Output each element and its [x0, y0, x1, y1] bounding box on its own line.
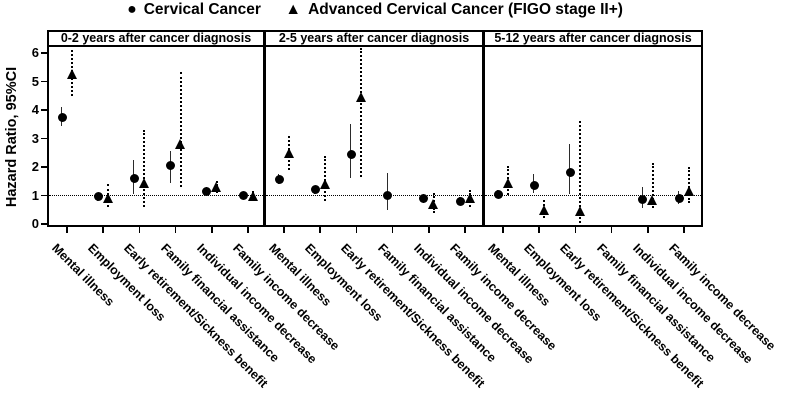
- x-axis-tick-mark: [502, 227, 504, 233]
- y-axis-tick-mark: [41, 52, 47, 54]
- y-axis-tick-label: 6: [31, 45, 39, 60]
- confidence-interval-line: [179, 71, 182, 187]
- data-point-circle: [202, 186, 212, 196]
- data-point-triangle: [102, 193, 113, 204]
- data-point-circle: [674, 193, 684, 203]
- reference-line-hr1: [266, 194, 482, 196]
- x-axis-tick-mark: [174, 227, 177, 233]
- data-point-triangle: [175, 139, 186, 150]
- data-point-circle: [638, 195, 648, 205]
- x-axis-tick-mark: [355, 227, 358, 233]
- x-axis-tick-mark: [538, 227, 540, 233]
- data-point-triangle: [138, 177, 149, 188]
- data-point-circle: [57, 112, 67, 122]
- panel-5-12-years: 5-12 years after cancer diagnosis: [485, 30, 703, 227]
- reference-line-hr1: [49, 194, 263, 196]
- legend-item-cervical-cancer: ● Cervical Cancer: [127, 1, 261, 19]
- data-point-triangle: [66, 69, 77, 80]
- data-point-circle: [383, 191, 393, 200]
- confidence-interval-line: [324, 155, 327, 202]
- x-axis-tick-mark: [138, 227, 141, 233]
- data-point-triangle: [502, 177, 513, 188]
- x-axis-tick-mark: [610, 227, 613, 233]
- y-axis-tick-label: 4: [31, 102, 39, 117]
- x-axis-tick-mark: [211, 227, 213, 233]
- triangle-marker-icon: ▲: [285, 1, 302, 18]
- x-axis-tick-mark: [464, 227, 466, 233]
- x-axis-tick-mark: [574, 227, 577, 233]
- data-point-triangle: [647, 194, 658, 205]
- data-point-circle: [529, 181, 539, 191]
- confidence-interval-line: [688, 167, 690, 203]
- x-axis-tick-mark: [247, 227, 249, 233]
- panel-0-2-years: 0-2 years after cancer diagnosis: [47, 30, 266, 227]
- panel-plot-area: [49, 47, 263, 227]
- panel-title: 5-12 years after cancer diagnosis: [485, 30, 701, 47]
- data-point-circle: [129, 173, 139, 183]
- confidence-interval-line: [651, 162, 654, 209]
- panel-title: 2-5 years after cancer diagnosis: [266, 30, 482, 47]
- panels-container: 0-2 years after cancer diagnosis 2-5 yea…: [47, 30, 703, 227]
- data-point-triangle: [574, 206, 585, 217]
- x-axis-category-label: Mental illness: [49, 241, 117, 309]
- panel-plot-area: [266, 47, 482, 227]
- circle-marker-icon: ●: [127, 1, 137, 18]
- data-point-circle: [310, 185, 320, 195]
- data-point-circle: [565, 168, 575, 178]
- panel-plot-area: [485, 47, 701, 227]
- chart-legend: ● Cervical Cancer ▲ Advanced Cervical Ca…: [47, 1, 703, 19]
- x-axis-tick-mark: [319, 227, 321, 233]
- y-axis-tick-label: 1: [31, 187, 39, 203]
- data-point-circle: [93, 192, 103, 202]
- x-axis-category-label: Mental illness: [266, 241, 334, 309]
- data-point-circle: [419, 193, 429, 203]
- data-point-triangle: [211, 181, 222, 192]
- reference-line-hr1: [485, 194, 701, 196]
- data-point-triangle: [428, 199, 439, 210]
- data-point-circle: [238, 191, 248, 200]
- x-axis-tick-mark: [683, 227, 685, 233]
- data-point-circle: [455, 196, 465, 206]
- legend-label: Advanced Cervical Cancer (FIGO stage II+…: [308, 1, 623, 18]
- x-axis-tick-mark: [283, 227, 285, 233]
- confidence-interval-line: [143, 129, 146, 207]
- data-point-circle: [274, 175, 284, 185]
- confidence-interval-line: [360, 47, 363, 177]
- y-axis-tick-mark: [41, 80, 47, 83]
- data-point-triangle: [538, 204, 549, 215]
- y-axis-tick-mark: [41, 194, 47, 197]
- data-point-triangle: [247, 191, 258, 202]
- legend-item-advanced-cervical-cancer: ▲ Advanced Cervical Cancer (FIGO stage I…: [285, 1, 623, 19]
- data-point-triangle: [683, 186, 694, 197]
- x-axis-tick-mark: [428, 227, 430, 233]
- x-axis-tick-mark: [102, 227, 104, 233]
- legend-label: Cervical Cancer: [143, 1, 261, 18]
- confidence-interval-line: [579, 121, 582, 223]
- panel-title: 0-2 years after cancer diagnosis: [49, 30, 263, 47]
- panel-2-5-years: 2-5 years after cancer diagnosis: [266, 30, 485, 227]
- data-point-circle: [346, 149, 356, 159]
- y-axis-tick-label: 5: [31, 73, 39, 89]
- data-point-triangle: [283, 147, 294, 158]
- y-axis-tick-label: 3: [31, 130, 39, 146]
- y-axis-tick-mark: [41, 137, 47, 140]
- y-axis-tick-mark: [41, 223, 47, 225]
- x-axis-tick-mark: [391, 227, 394, 233]
- y-axis-tick-label: 0: [31, 216, 39, 231]
- data-point-triangle: [355, 92, 366, 103]
- data-point-circle: [493, 189, 503, 199]
- x-axis-tick-mark: [647, 227, 649, 233]
- y-axis-tick-mark: [41, 109, 47, 111]
- y-axis-tick-label: 2: [31, 159, 39, 174]
- y-axis-tick-mark: [41, 166, 47, 168]
- data-point-circle: [166, 161, 176, 171]
- data-point-triangle: [319, 179, 330, 190]
- data-point-triangle: [464, 193, 475, 204]
- x-axis-tick-mark: [66, 227, 68, 233]
